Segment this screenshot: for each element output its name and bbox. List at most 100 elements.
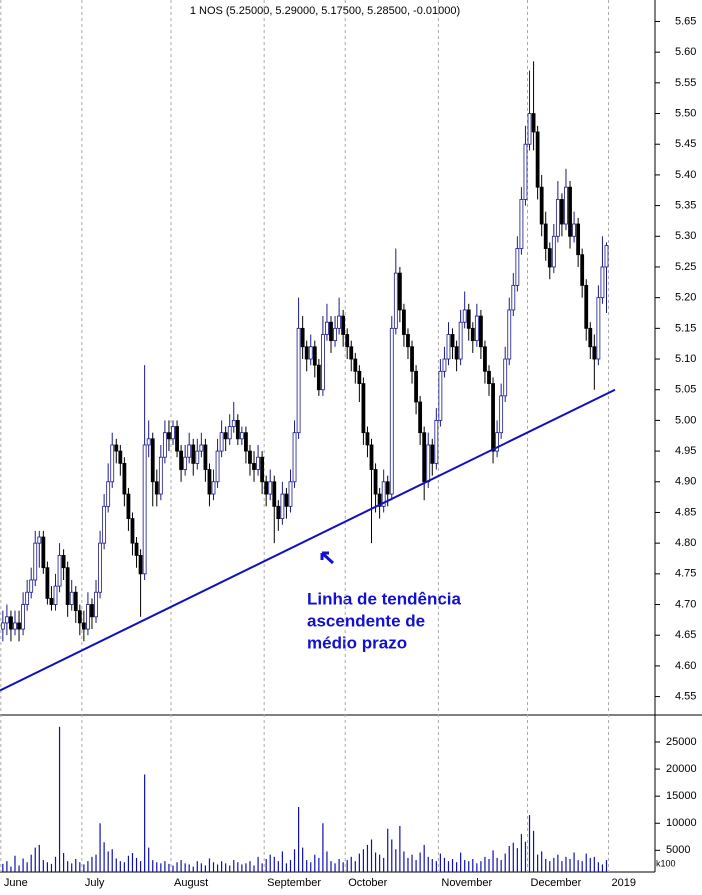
candle-body — [418, 401, 423, 434]
candle-body — [61, 555, 66, 569]
candle-body — [268, 481, 273, 495]
candle-body — [292, 432, 297, 483]
candle-body — [219, 432, 224, 452]
candle-body — [252, 462, 256, 470]
candle-body — [572, 223, 576, 237]
candle-body — [288, 481, 293, 507]
volume-tick-label: 20000 — [666, 763, 697, 775]
annotation-text: Linha de tendência — [307, 589, 462, 608]
candle-body — [126, 493, 131, 520]
candle-body — [438, 370, 443, 421]
candle-body — [345, 334, 350, 348]
trend-line — [0, 388, 616, 692]
candle-body — [365, 432, 370, 446]
annotation-text: médio prazo — [307, 633, 407, 652]
y-tick-label: 5.25 — [675, 261, 696, 273]
annotation-arrow — [320, 551, 335, 565]
y-tick-label: 4.75 — [675, 568, 696, 580]
candle-body — [29, 579, 34, 593]
candle-body — [183, 456, 188, 470]
candle-body — [397, 272, 402, 311]
candle-body — [175, 426, 179, 452]
candle-body — [130, 518, 135, 544]
candle-body — [25, 591, 30, 605]
candle-body — [223, 432, 228, 440]
candle-body — [308, 346, 313, 360]
candle-body — [98, 542, 102, 593]
candle-body — [551, 235, 556, 268]
x-tick-label: June — [4, 877, 28, 889]
annotation-text: ascendente de — [307, 611, 425, 630]
volume-tick-label: 10000 — [666, 817, 697, 829]
y-tick-label: 5.45 — [675, 138, 696, 150]
volume-tick-label: 25000 — [666, 736, 697, 748]
candle-body — [430, 444, 435, 464]
candle-body — [357, 370, 362, 384]
candle-body — [33, 542, 38, 581]
candle-body — [564, 186, 568, 225]
candle-body — [483, 346, 487, 372]
candle-body — [434, 420, 439, 464]
candle-body — [300, 327, 305, 348]
candle-body — [584, 284, 589, 329]
candle-body — [4, 616, 9, 624]
candle-body — [142, 444, 147, 575]
volume-tick-label: 5000 — [666, 844, 690, 856]
candle-body — [9, 616, 13, 630]
candle-body — [260, 456, 265, 483]
candle-body — [325, 321, 329, 335]
candle-body — [369, 444, 374, 470]
candle-body — [134, 542, 139, 556]
x-tick-label: August — [174, 877, 208, 889]
y-tick-label: 5.30 — [675, 230, 696, 242]
candle-body — [466, 309, 471, 329]
candle-body — [426, 444, 431, 483]
candle-body — [576, 223, 581, 256]
y-tick-label: 4.90 — [675, 476, 696, 488]
candle-body — [543, 223, 548, 249]
candle-body — [154, 481, 159, 495]
candle-body — [385, 481, 390, 495]
candle-body — [0, 622, 5, 630]
y-tick-label: 4.65 — [675, 629, 696, 641]
candle-body — [341, 315, 346, 335]
candle-body — [462, 309, 467, 323]
candle-body — [519, 199, 524, 249]
candle-body — [13, 622, 17, 630]
candle-body — [527, 113, 532, 145]
y-tick-label: 5.55 — [675, 77, 696, 89]
y-tick-label: 4.95 — [675, 445, 696, 457]
candle-body — [162, 432, 167, 458]
y-tick-label: 5.05 — [675, 384, 696, 396]
y-tick-label: 4.85 — [675, 506, 696, 518]
candle-body — [600, 266, 605, 299]
x-tick-label: September — [267, 877, 321, 889]
candle-body — [248, 450, 252, 464]
candle-body — [555, 199, 560, 237]
y-tick-label: 5.35 — [675, 200, 696, 212]
x-tick-label: November — [441, 877, 492, 889]
candle-body — [53, 585, 58, 605]
candle-body — [69, 591, 74, 605]
chart-title: 1 NOS (5.25000, 5.29000, 5.17500, 5.2850… — [190, 5, 460, 17]
candle-body — [361, 383, 366, 434]
candle-body — [86, 604, 90, 630]
candle-body — [511, 284, 516, 311]
x-tick-label: December — [531, 877, 582, 889]
candle-body — [203, 444, 208, 470]
candle-body — [41, 536, 46, 569]
candle-body — [118, 450, 123, 464]
candle-body — [296, 327, 301, 434]
y-tick-label: 5.50 — [675, 107, 696, 119]
candle-body — [478, 315, 483, 348]
candle-body — [495, 432, 500, 452]
candle-body — [381, 481, 386, 507]
candle-body — [280, 493, 285, 520]
x-tick-label: 2019 — [612, 877, 636, 889]
candle-body — [568, 186, 572, 237]
candle-body — [122, 462, 127, 495]
y-tick-label: 5.20 — [675, 292, 696, 304]
candle-body — [499, 395, 504, 434]
candle-body — [377, 493, 382, 507]
